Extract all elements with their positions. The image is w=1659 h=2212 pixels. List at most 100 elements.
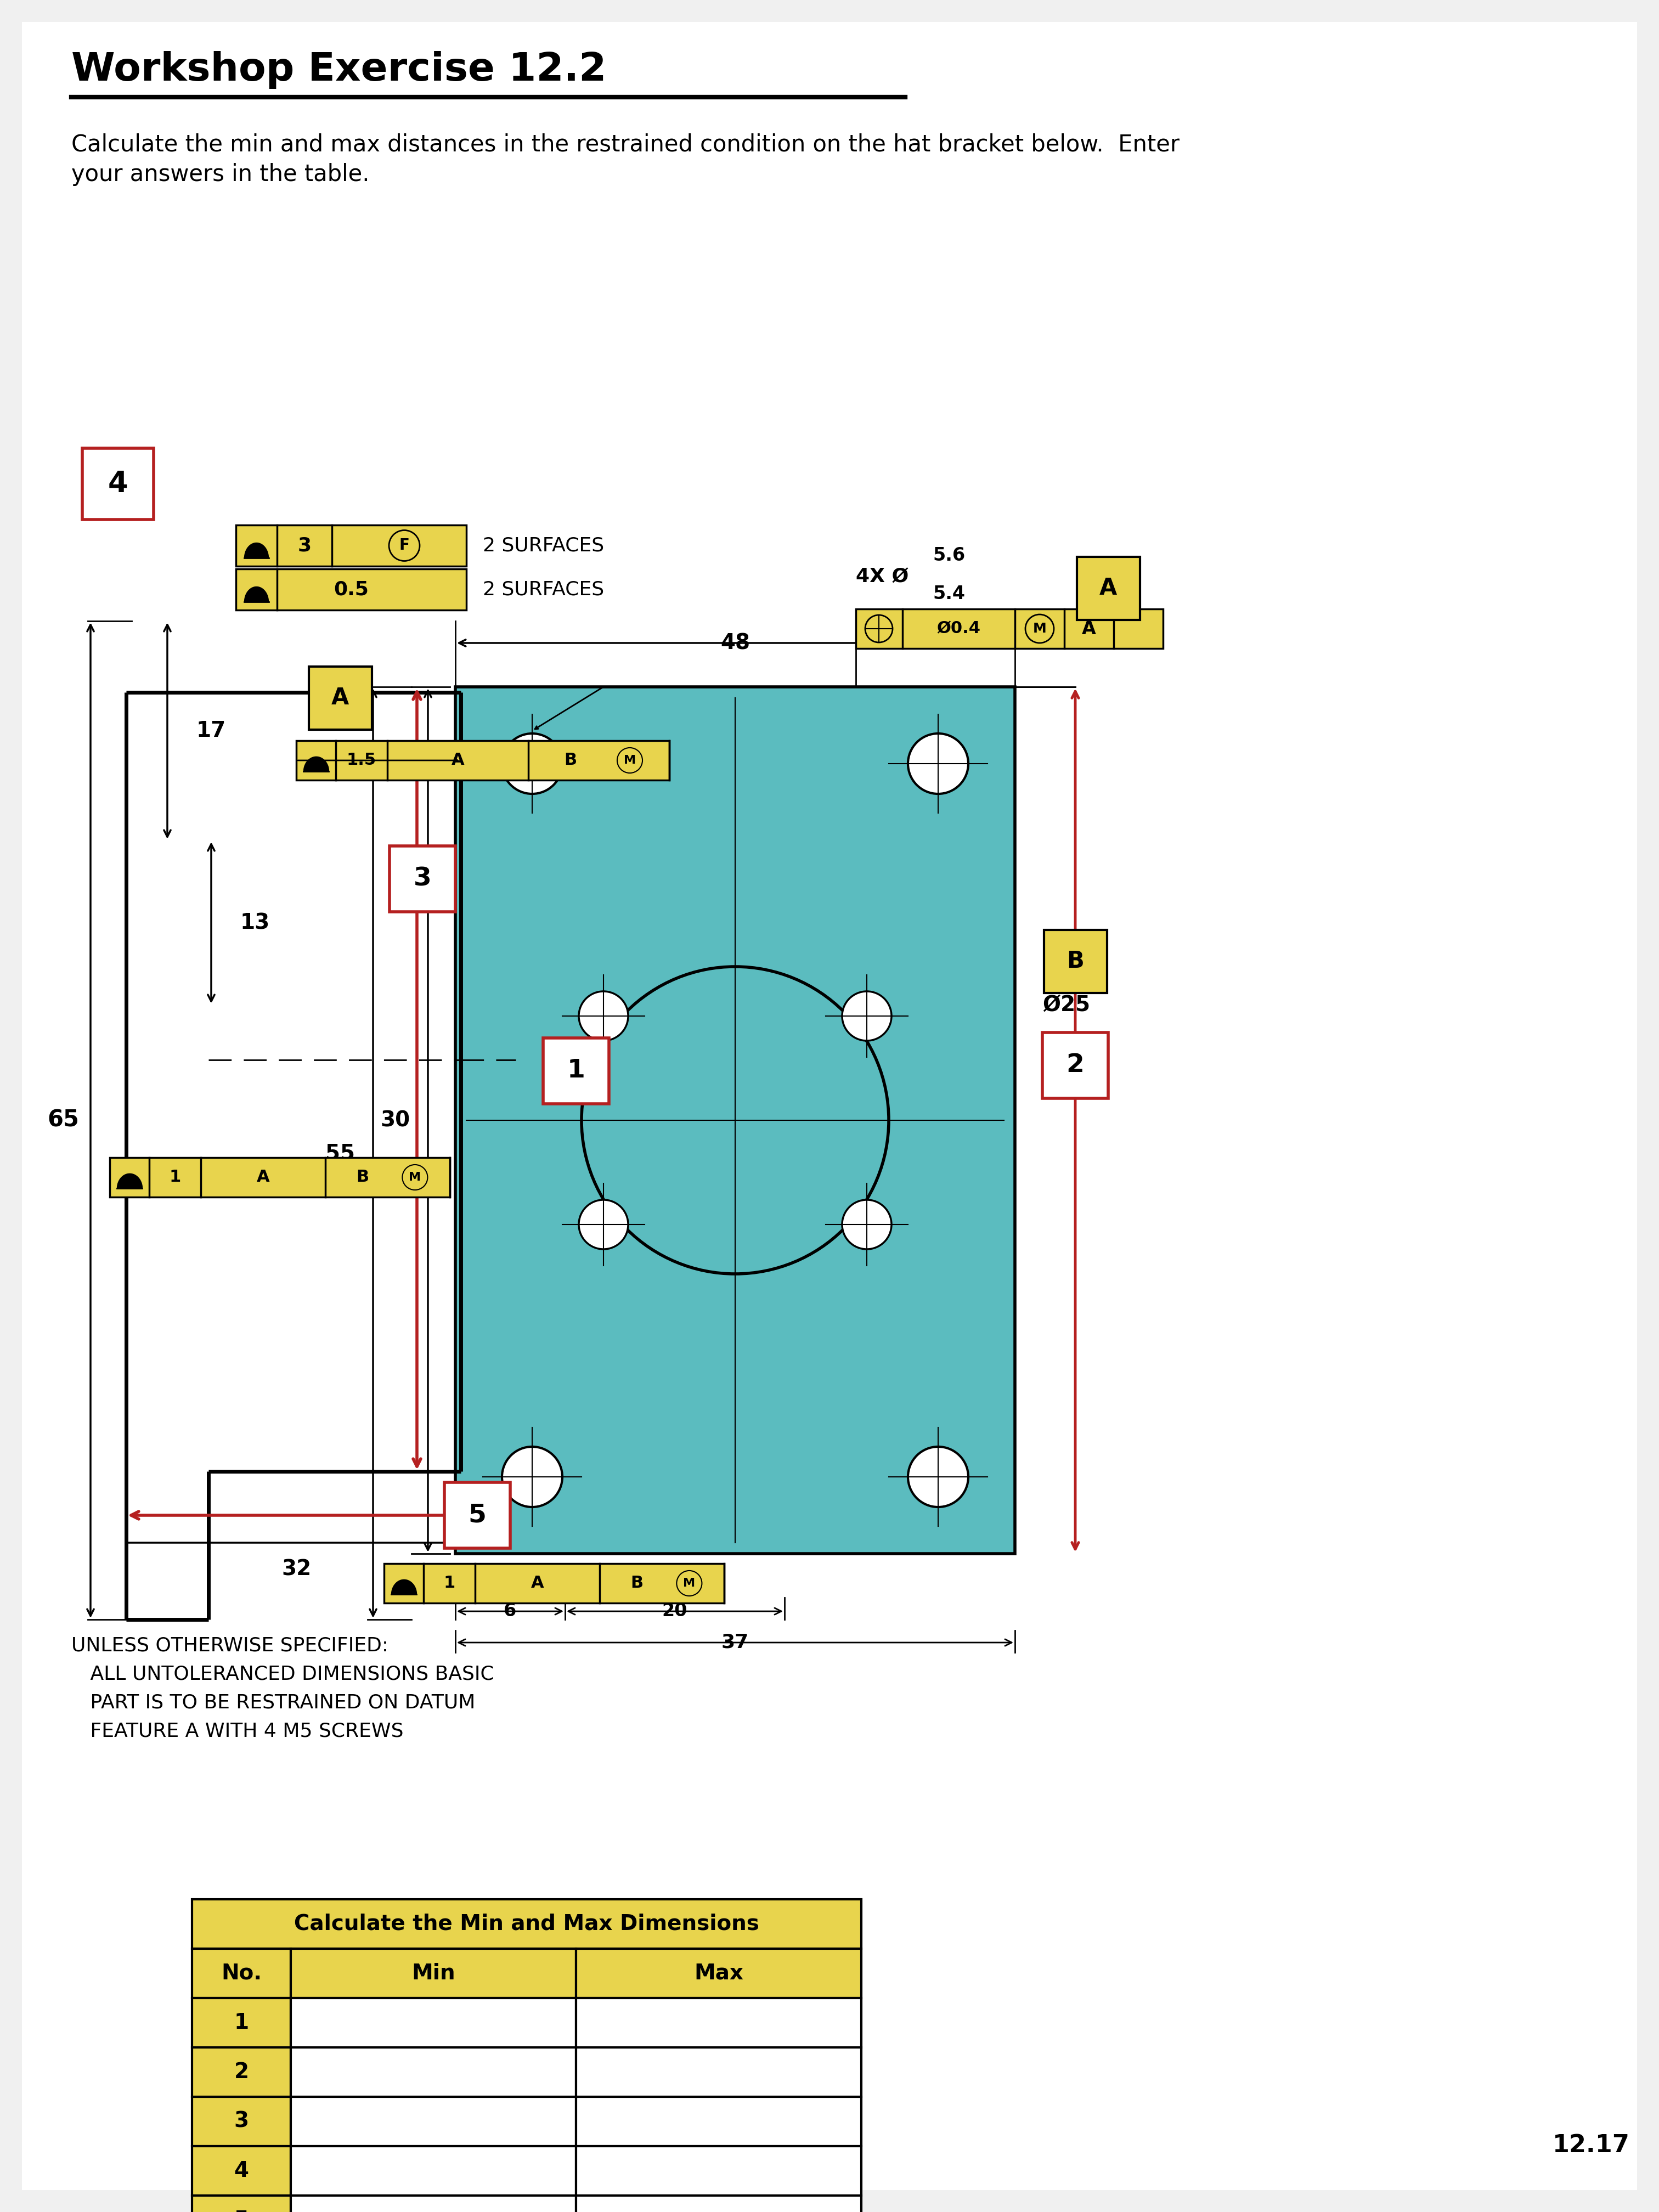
Text: 0.5: 0.5 — [333, 580, 368, 599]
Text: A: A — [257, 1170, 269, 1186]
Text: 5: 5 — [468, 1502, 486, 1528]
Text: 2: 2 — [1067, 1053, 1085, 1077]
Text: F: F — [400, 538, 410, 553]
Text: your answers in the table.: your answers in the table. — [71, 164, 370, 186]
Text: 3: 3 — [234, 2110, 249, 2132]
Circle shape — [579, 991, 629, 1040]
Text: 37: 37 — [722, 1632, 748, 1652]
Text: 1: 1 — [234, 2013, 249, 2033]
Bar — [455, 688, 1015, 1553]
Text: B: B — [357, 1170, 368, 1186]
Text: B: B — [1067, 949, 1083, 973]
Text: M: M — [408, 1172, 421, 1183]
Bar — [1042, 1033, 1108, 1099]
Bar — [192, 2197, 290, 2212]
Bar — [83, 449, 154, 520]
Text: 17: 17 — [196, 721, 226, 741]
Text: Calculate the min and max distances in the restrained condition on the hat brack: Calculate the min and max distances in t… — [71, 133, 1180, 155]
Text: 48: 48 — [720, 633, 750, 653]
Bar — [192, 1900, 861, 1949]
Text: A: A — [332, 686, 348, 710]
Circle shape — [388, 531, 420, 562]
Bar — [236, 568, 466, 611]
Text: Ø25: Ø25 — [1042, 995, 1090, 1015]
Bar — [236, 524, 466, 566]
Bar — [290, 2146, 576, 2197]
Bar — [290, 1997, 576, 2048]
Text: 4: 4 — [108, 469, 128, 498]
Text: ALL UNTOLERANCED DIMENSIONS BASIC: ALL UNTOLERANCED DIMENSIONS BASIC — [71, 1663, 494, 1683]
Text: Calculate the Min and Max Dimensions: Calculate the Min and Max Dimensions — [294, 1913, 760, 1936]
Text: 5.4: 5.4 — [932, 584, 966, 602]
Bar — [1077, 557, 1140, 619]
Bar — [856, 608, 1163, 648]
Text: Ø0.4: Ø0.4 — [936, 622, 980, 637]
Bar — [576, 2197, 861, 2212]
Text: 55: 55 — [325, 1144, 355, 1164]
Bar — [192, 2048, 290, 2097]
Circle shape — [907, 1447, 969, 1506]
Text: 1: 1 — [567, 1060, 586, 1084]
Text: M: M — [1034, 622, 1047, 635]
Text: 32: 32 — [282, 1559, 312, 1579]
Text: 3: 3 — [413, 867, 431, 891]
Text: 30: 30 — [380, 1110, 410, 1130]
Bar — [290, 2197, 576, 2212]
Text: 13: 13 — [241, 911, 270, 933]
Text: M: M — [624, 754, 635, 765]
Text: 1.5: 1.5 — [347, 752, 377, 768]
Text: 4: 4 — [234, 2161, 249, 2181]
Text: A: A — [451, 752, 465, 768]
Circle shape — [907, 734, 969, 794]
Text: B: B — [630, 1575, 644, 1590]
Bar — [1044, 929, 1107, 993]
Text: M: M — [684, 1577, 695, 1588]
Bar — [192, 2097, 290, 2146]
Bar — [576, 2146, 861, 2197]
Bar — [390, 845, 455, 911]
Circle shape — [843, 991, 891, 1040]
Text: 20: 20 — [662, 1601, 687, 1621]
Text: A: A — [1100, 577, 1117, 599]
Text: FEATURE A WITH 4 M5 SCREWS: FEATURE A WITH 4 M5 SCREWS — [71, 1721, 403, 1741]
Text: 1: 1 — [443, 1575, 455, 1590]
Text: Min: Min — [411, 1962, 455, 1984]
Bar — [383, 1564, 725, 1604]
Text: 6: 6 — [504, 1601, 516, 1621]
Text: Workshop Exercise 12.2: Workshop Exercise 12.2 — [71, 51, 607, 88]
Circle shape — [582, 967, 889, 1274]
Bar — [109, 1157, 450, 1197]
Text: 5.6: 5.6 — [932, 546, 966, 564]
Bar — [445, 1482, 511, 1548]
Circle shape — [677, 1571, 702, 1595]
Circle shape — [864, 615, 893, 641]
Text: A: A — [531, 1575, 544, 1590]
Circle shape — [1025, 615, 1053, 644]
Bar — [192, 2146, 290, 2197]
Text: 3: 3 — [297, 535, 312, 555]
Text: UNLESS OTHERWISE SPECIFIED:: UNLESS OTHERWISE SPECIFIED: — [71, 1637, 388, 1655]
Circle shape — [617, 748, 642, 772]
Text: B: B — [564, 752, 577, 768]
Bar — [290, 2048, 576, 2097]
Text: 2 SURFACES: 2 SURFACES — [483, 580, 604, 599]
Circle shape — [403, 1166, 428, 1190]
Text: No.: No. — [221, 1962, 262, 1984]
Bar — [192, 1997, 290, 2048]
Bar — [192, 1949, 290, 1997]
Bar — [290, 1949, 576, 1997]
Circle shape — [843, 1199, 891, 1250]
Bar — [297, 741, 669, 781]
Text: 4X Ø: 4X Ø — [856, 568, 909, 586]
Circle shape — [503, 734, 562, 794]
Circle shape — [579, 1199, 629, 1250]
Bar — [309, 666, 372, 730]
Bar — [576, 1949, 861, 1997]
Bar — [290, 2097, 576, 2146]
Bar — [542, 1037, 609, 1104]
Text: 12.17: 12.17 — [1553, 2135, 1629, 2157]
Bar — [576, 2048, 861, 2097]
Circle shape — [503, 1447, 562, 1506]
Text: Max: Max — [693, 1962, 743, 1984]
Bar — [576, 1997, 861, 2048]
